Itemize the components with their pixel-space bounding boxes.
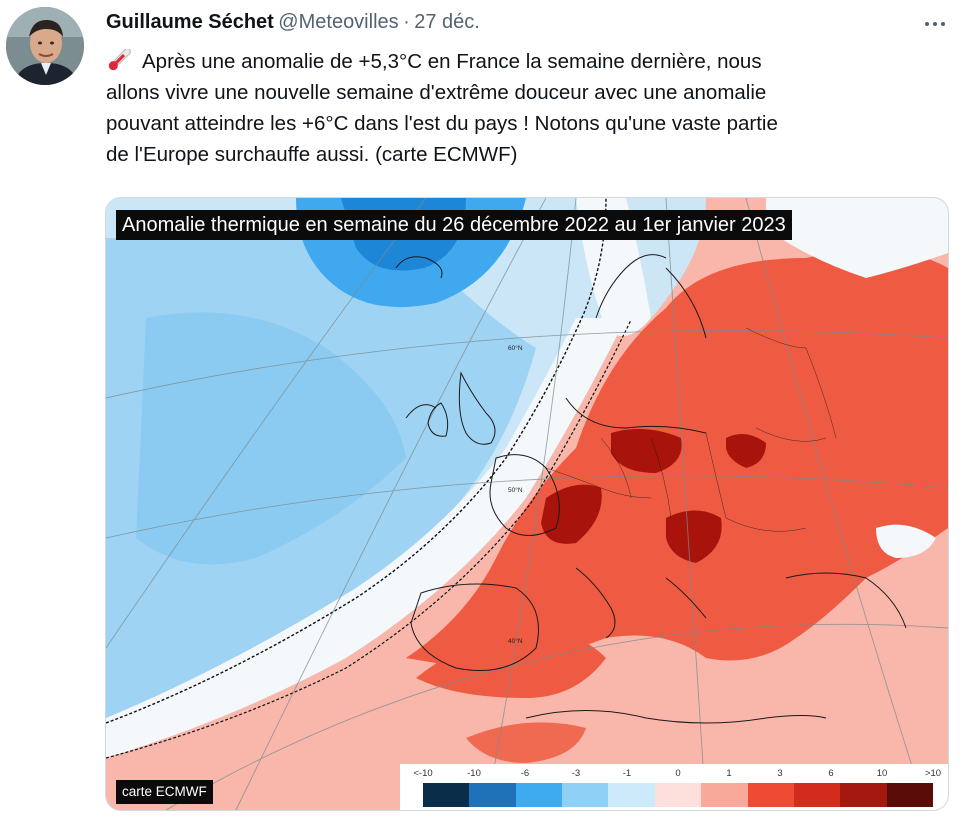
legend-swatch [701, 783, 748, 807]
tweet-media-image[interactable]: 60°N 50°N 40°N Anomalie thermique en sem… [105, 197, 949, 811]
tweet-text-line: Après une anomalie de +5,3°C en France l… [106, 46, 946, 77]
legend-swatch [654, 783, 702, 807]
hotspot-poland [726, 434, 766, 468]
more-dot [933, 22, 937, 26]
separator-dot: · [403, 11, 410, 33]
iberia-warm-zone [416, 628, 606, 698]
legend-tick-label: 3 [777, 768, 783, 779]
zero-contour [106, 198, 607, 724]
north-east-neutral [766, 198, 948, 278]
legend-swatch [886, 783, 933, 807]
turkey-neutral [876, 524, 936, 558]
legend-tick-label: -3 [571, 768, 581, 779]
tweet-text-line-3: pouvant atteindre les +6°C dans l'est du… [106, 112, 778, 135]
tweet-text-line-4: de l'Europe surchauffe aussi. (carte ECM… [106, 143, 518, 166]
legend-swatch [747, 783, 794, 807]
more-dot [925, 22, 929, 26]
hotspot-germany [611, 429, 682, 473]
hotspot-alps [541, 484, 602, 544]
latitude-labels: 60°N 50°N 40°N [508, 344, 523, 645]
legend-swatch [608, 783, 655, 807]
coastlines [395, 254, 907, 724]
tweet-date[interactable]: 27 déc. [414, 11, 480, 33]
author-name[interactable]: Guillaume Séchet [106, 11, 274, 33]
more-options-button[interactable] [918, 7, 952, 41]
tweet-text: Après une anomalie de +5,3°C en France l… [106, 46, 946, 170]
map-grid [106, 198, 948, 810]
thermometer-icon [108, 49, 131, 71]
north-africa-warm-zone [466, 722, 586, 763]
tweet-header: Guillaume Séchet @Meteovilles · 27 déc. [106, 11, 954, 41]
more-dot [941, 22, 945, 26]
legend-tick-labels: <-10 -10 -6 -3 -1 0 1 3 6 10 >10 [413, 768, 941, 782]
author-handle[interactable]: @Meteovilles [278, 11, 399, 33]
hotspot-balkans [666, 510, 722, 563]
neutral-band [106, 318, 626, 758]
borders [545, 327, 837, 532]
legend-swatch [515, 783, 563, 807]
legend-tick-label: 6 [828, 768, 834, 779]
legend-tick-label: >10 [924, 768, 942, 779]
map-title: Anomalie thermique en semaine du 26 déce… [116, 210, 792, 240]
avatar-photo [6, 7, 84, 85]
tweet-text-line-2: allons vivre une nouvelle semaine d'extr… [106, 81, 767, 104]
legend-tick-label: -1 [622, 768, 632, 779]
temperature-anomaly-map: 60°N 50°N 40°N [106, 198, 948, 810]
lat-label-60: 60°N [508, 344, 523, 352]
tweet-text-line-1: Après une anomalie de +5,3°C en France l… [142, 50, 762, 73]
legend-tick-label: <-10 [413, 768, 433, 779]
legend-tick-label: 1 [726, 768, 732, 779]
legend-swatch [840, 783, 887, 807]
map-credit: carte ECMWF [116, 780, 213, 804]
legend-tick-label: 0 [675, 768, 681, 779]
color-legend: <-10 -10 -6 -3 -1 0 1 3 6 10 >10 [400, 764, 948, 810]
legend-swatch [469, 783, 516, 807]
legend-swatch [423, 783, 470, 807]
cold-anomaly-core [136, 312, 406, 565]
legend-tick-label: -10 [467, 768, 481, 779]
legend-tick-label: -6 [520, 768, 530, 779]
legend-swatch [793, 783, 841, 807]
lat-label-40: 40°N [508, 637, 523, 645]
author-avatar[interactable] [6, 7, 84, 85]
legend-color-bar [423, 783, 933, 807]
lat-label-50: 50°N [508, 486, 523, 494]
legend-tick-label: 10 [876, 768, 888, 779]
legend-swatch [562, 783, 609, 807]
